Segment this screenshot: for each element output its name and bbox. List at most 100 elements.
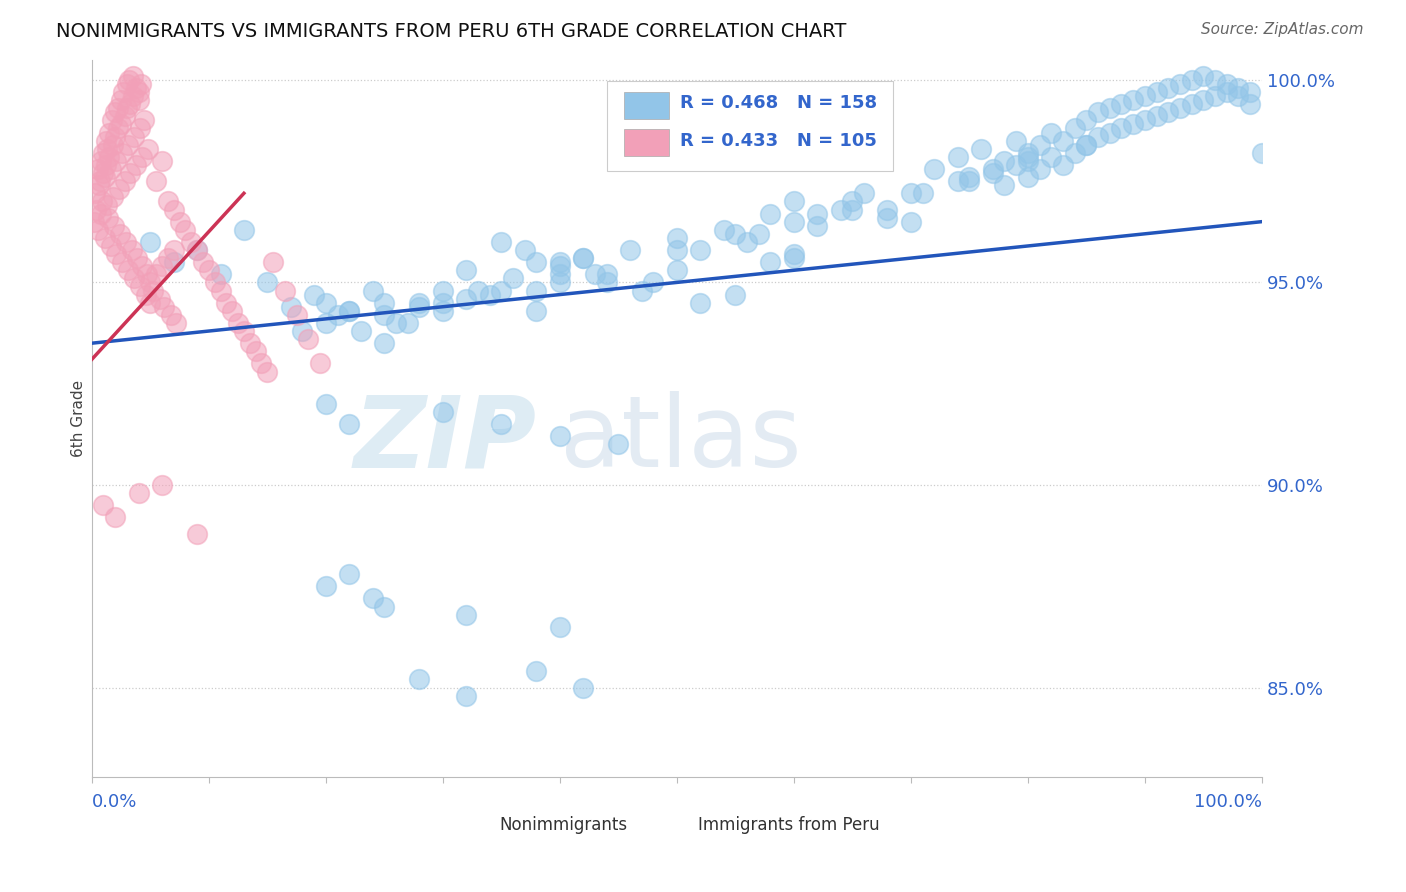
Point: [853, 186, 876, 201]
Text: R = 0.468   N = 158: R = 0.468 N = 158: [681, 95, 877, 112]
Point: [337, 303, 360, 318]
Point: [302, 287, 325, 301]
Point: [1040, 126, 1063, 140]
Point: [456, 292, 478, 306]
FancyBboxPatch shape: [454, 815, 489, 837]
Point: [285, 308, 308, 322]
Point: [169, 214, 191, 228]
Point: [83, 214, 105, 228]
Point: [127, 251, 149, 265]
Point: [101, 137, 124, 152]
Text: 100.0%: 100.0%: [1194, 793, 1263, 811]
Point: [186, 243, 208, 257]
Point: [456, 689, 478, 703]
Point: [150, 478, 173, 492]
Point: [93, 166, 115, 180]
Point: [783, 251, 806, 265]
Point: [174, 223, 197, 237]
Point: [110, 117, 132, 131]
Point: [142, 284, 165, 298]
Point: [1239, 97, 1261, 112]
Point: [186, 243, 208, 257]
Point: [150, 259, 173, 273]
Point: [432, 295, 454, 310]
Point: [548, 259, 571, 273]
Point: [783, 247, 806, 261]
Point: [373, 308, 395, 322]
Point: [806, 219, 828, 233]
Point: [491, 417, 513, 432]
Point: [1133, 89, 1156, 103]
Point: [783, 214, 806, 228]
Point: [408, 295, 430, 310]
Point: [291, 324, 314, 338]
Point: [665, 231, 688, 245]
Point: [361, 591, 384, 606]
Point: [467, 284, 489, 298]
Point: [122, 129, 145, 144]
Point: [548, 620, 571, 634]
Point: [114, 109, 136, 123]
Point: [94, 158, 117, 172]
Point: [783, 194, 806, 209]
Point: [215, 295, 238, 310]
Point: [373, 599, 395, 614]
Point: [1204, 89, 1226, 103]
Point: [121, 89, 143, 103]
Point: [1087, 129, 1109, 144]
Point: [232, 324, 254, 338]
Text: R = 0.433   N = 105: R = 0.433 N = 105: [681, 132, 877, 150]
Point: [595, 268, 617, 282]
Point: [385, 316, 408, 330]
Point: [876, 202, 898, 217]
Point: [315, 316, 337, 330]
Point: [876, 211, 898, 225]
Point: [946, 174, 969, 188]
Point: [759, 255, 782, 269]
Point: [689, 243, 711, 257]
Point: [105, 247, 128, 261]
Point: [94, 134, 117, 148]
Point: [111, 255, 134, 269]
Point: [117, 137, 139, 152]
Point: [107, 101, 129, 115]
Point: [104, 510, 127, 524]
Point: [724, 227, 747, 241]
FancyBboxPatch shape: [606, 81, 893, 170]
Point: [432, 405, 454, 419]
Point: [337, 417, 360, 432]
Point: [1239, 85, 1261, 99]
Point: [114, 174, 136, 188]
Point: [315, 579, 337, 593]
Point: [221, 303, 243, 318]
Point: [491, 284, 513, 298]
Point: [572, 251, 595, 265]
Point: [337, 567, 360, 582]
Point: [1040, 150, 1063, 164]
Point: [121, 243, 143, 257]
Point: [96, 142, 118, 156]
Point: [98, 150, 121, 164]
Point: [90, 206, 112, 220]
Point: [526, 665, 548, 679]
Point: [1005, 158, 1028, 172]
Point: [105, 153, 128, 168]
Point: [643, 276, 665, 290]
Point: [89, 174, 111, 188]
Y-axis label: 6th Grade: 6th Grade: [72, 380, 86, 457]
Point: [145, 268, 167, 282]
Point: [131, 259, 153, 273]
Point: [114, 235, 136, 249]
Point: [1005, 134, 1028, 148]
Point: [198, 263, 221, 277]
Point: [1216, 85, 1239, 99]
Point: [1204, 73, 1226, 87]
Point: [315, 295, 337, 310]
Point: [309, 356, 332, 370]
Point: [250, 356, 273, 370]
Point: [548, 255, 571, 269]
Point: [724, 287, 747, 301]
Point: [153, 300, 176, 314]
Point: [1133, 113, 1156, 128]
Point: [970, 142, 993, 156]
